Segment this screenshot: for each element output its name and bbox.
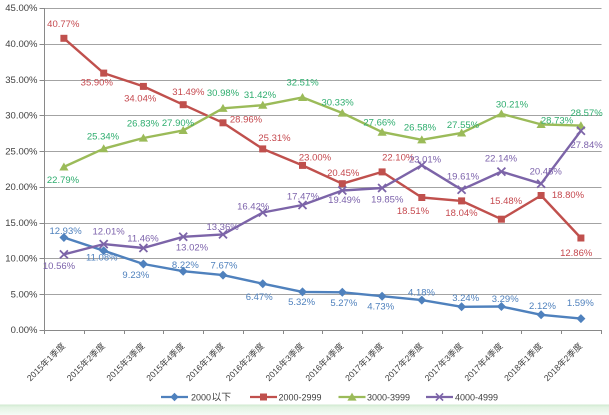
svg-text:5.27%: 5.27%	[330, 298, 357, 309]
svg-text:32.51%: 32.51%	[286, 78, 319, 89]
svg-text:4.18%: 4.18%	[408, 287, 435, 298]
svg-text:28.57%: 28.57%	[570, 108, 603, 119]
svg-text:40.77%: 40.77%	[47, 19, 80, 30]
svg-text:27.84%: 27.84%	[570, 140, 603, 151]
svg-text:28.96%: 28.96%	[230, 115, 263, 126]
svg-text:15.48%: 15.48%	[490, 196, 523, 207]
svg-text:2: 2	[402, 353, 413, 364]
svg-text:0.00%: 0.00%	[11, 325, 38, 336]
svg-text:3: 3	[283, 353, 294, 364]
svg-text:22.14%: 22.14%	[485, 154, 518, 165]
svg-text:7.67%: 7.67%	[211, 261, 238, 272]
svg-text:12.86%: 12.86%	[560, 248, 593, 259]
svg-text:2000: 2000	[191, 392, 211, 402]
svg-text:2: 2	[84, 353, 95, 364]
svg-text:1: 1	[522, 353, 533, 364]
svg-text:9.23%: 9.23%	[122, 270, 149, 281]
svg-text:17.47%: 17.47%	[287, 191, 320, 202]
svg-text:16.42%: 16.42%	[237, 202, 270, 213]
svg-text:10.56%: 10.56%	[43, 261, 76, 272]
svg-text:4.73%: 4.73%	[367, 302, 394, 313]
svg-text:23.00%: 23.00%	[299, 153, 332, 164]
svg-text:31.42%: 31.42%	[244, 90, 277, 101]
svg-text:19.61%: 19.61%	[447, 172, 480, 183]
svg-text:25.34%: 25.34%	[87, 131, 120, 142]
svg-text:1: 1	[363, 353, 374, 364]
svg-text:19.49%: 19.49%	[328, 195, 361, 206]
svg-text:18.04%: 18.04%	[445, 208, 478, 219]
svg-text:25.31%: 25.31%	[258, 133, 291, 144]
svg-text:25.00%: 25.00%	[5, 146, 38, 157]
svg-text:35.90%: 35.90%	[81, 77, 114, 88]
svg-text:22.10%: 22.10%	[382, 153, 415, 164]
svg-text:27.90%: 27.90%	[162, 118, 195, 129]
svg-text:8.22%: 8.22%	[172, 260, 199, 271]
svg-text:27.66%: 27.66%	[363, 117, 396, 128]
svg-text:2: 2	[243, 353, 254, 364]
svg-text:3: 3	[442, 353, 453, 364]
svg-text:35.00%: 35.00%	[5, 75, 38, 86]
svg-text:30.00%: 30.00%	[5, 111, 38, 122]
svg-text:13.02%: 13.02%	[176, 243, 209, 254]
svg-text:13.36%: 13.36%	[206, 222, 239, 233]
svg-text:26.58%: 26.58%	[404, 123, 437, 134]
svg-text:3.29%: 3.29%	[492, 294, 519, 305]
svg-text:5.32%: 5.32%	[288, 297, 315, 308]
svg-text:26.83%: 26.83%	[127, 119, 160, 130]
svg-text:5.00%: 5.00%	[11, 289, 38, 300]
svg-text:30.98%: 30.98%	[207, 88, 240, 99]
svg-text:2000-2999: 2000-2999	[279, 392, 322, 402]
svg-text:3000-3999: 3000-3999	[367, 392, 410, 402]
svg-text:28.73%: 28.73%	[541, 115, 574, 126]
svg-text:23.01%: 23.01%	[409, 154, 442, 165]
svg-text:31.49%: 31.49%	[172, 87, 205, 98]
svg-text:40.00%: 40.00%	[5, 39, 38, 50]
svg-text:6.47%: 6.47%	[246, 292, 273, 303]
svg-text:11.08%: 11.08%	[86, 253, 118, 264]
svg-text:18.80%: 18.80%	[552, 190, 585, 201]
svg-text:22.79%: 22.79%	[47, 175, 80, 186]
svg-text:20.00%: 20.00%	[5, 182, 38, 193]
svg-text:45.00%: 45.00%	[5, 3, 38, 14]
svg-text:19.85%: 19.85%	[371, 194, 404, 205]
svg-text:2.12%: 2.12%	[529, 301, 556, 312]
svg-text:3.24%: 3.24%	[452, 293, 479, 304]
svg-text:2: 2	[562, 353, 573, 364]
svg-text:18.51%: 18.51%	[397, 206, 430, 217]
svg-text:11.46%: 11.46%	[127, 234, 159, 245]
svg-text:4: 4	[323, 353, 334, 364]
svg-text:20.45%: 20.45%	[327, 168, 360, 179]
svg-text:3: 3	[124, 353, 135, 364]
svg-text:12.93%: 12.93%	[49, 226, 82, 237]
svg-text:12.01%: 12.01%	[92, 226, 125, 237]
svg-text:27.55%: 27.55%	[447, 120, 480, 131]
svg-text:4000-4999: 4000-4999	[455, 392, 498, 402]
svg-text:30.33%: 30.33%	[321, 97, 354, 108]
svg-text:15.00%: 15.00%	[5, 218, 38, 229]
svg-text:34.04%: 34.04%	[124, 94, 157, 105]
svg-text:20.45%: 20.45%	[530, 166, 563, 177]
svg-text:1: 1	[204, 353, 215, 364]
svg-text:4: 4	[164, 353, 175, 364]
svg-text:10.00%: 10.00%	[5, 254, 38, 265]
svg-text:1.59%: 1.59%	[567, 298, 594, 309]
svg-text:4: 4	[482, 353, 493, 364]
svg-text:1: 1	[45, 353, 56, 364]
svg-text:30.21%: 30.21%	[496, 99, 529, 110]
